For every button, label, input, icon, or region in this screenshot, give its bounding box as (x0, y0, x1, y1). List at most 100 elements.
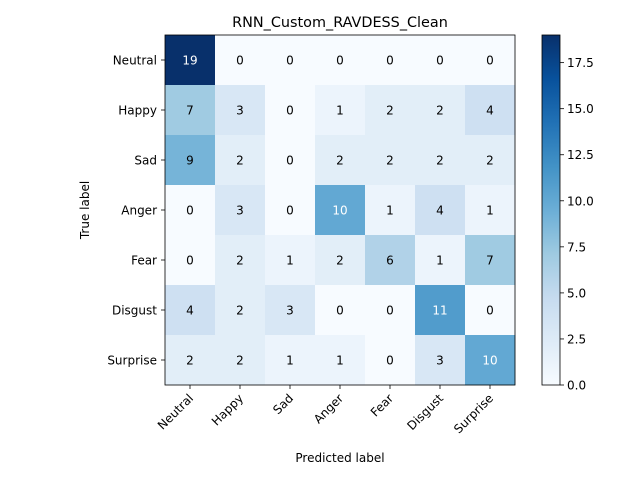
x-tick-label: Neutral (155, 391, 196, 432)
matrix-cell (465, 135, 516, 186)
plot-frame (164, 34, 516, 386)
cell-value-label: 0 (386, 304, 394, 318)
x-tick-label: Disgust (404, 391, 446, 433)
cell-value-label: 2 (386, 104, 394, 118)
matrix-cell (415, 235, 466, 286)
cell-value-labels: 19 0 0 0 0 0 07 3 0 1 2 2 49 2 0 2 2 2 20 3 0 10 1 4 10 2 1 2 6 1 74 2 3… (182, 54, 497, 368)
cell-value-label: 0 (286, 204, 294, 218)
cell-value-label: 11 (432, 304, 447, 318)
matrix-cell (315, 35, 366, 86)
cell-value-label: 0 (486, 304, 494, 318)
matrix-cell (215, 335, 266, 386)
colorbar-tick-label: 7.5 (567, 240, 586, 254)
cell-value-label: 2 (186, 354, 194, 368)
matrix-cell (315, 285, 366, 336)
cell-value-label: 0 (236, 54, 244, 68)
matrix-cell (365, 135, 416, 186)
cell-value-label: 1 (286, 354, 294, 368)
y-tick-label: Anger (121, 204, 157, 218)
x-tick-label: Surprise (451, 391, 496, 436)
colorbar (541, 34, 561, 386)
cell-value-label: 2 (336, 154, 344, 168)
matrix-cell (165, 185, 216, 236)
matrix-cell (215, 285, 266, 336)
matrix-cell (165, 285, 216, 336)
cell-value-label: 0 (336, 54, 344, 68)
cell-value-label: 2 (236, 354, 244, 368)
matrix-cell (415, 35, 466, 86)
matrix-cell (265, 135, 316, 186)
cell-value-label: 2 (436, 154, 444, 168)
matrix-cell (215, 235, 266, 286)
matrix-cell (465, 285, 516, 336)
matrix-cell (465, 185, 516, 236)
cell-value-label: 0 (186, 204, 194, 218)
matrix-cell (315, 185, 366, 236)
y-tick-label: Happy (118, 104, 157, 118)
matrix-cell (265, 285, 316, 336)
cell-value-label: 4 (486, 104, 494, 118)
cell-value-label: 2 (336, 254, 344, 268)
cell-value-label: 1 (336, 104, 344, 118)
matrix-cell (365, 285, 416, 336)
colorbar-ticks: 0.0 2.5 5.0 7.5 10.0 12.5 15.0 17.5 (560, 56, 594, 393)
cell-value-label: 0 (386, 54, 394, 68)
cell-value-label: 0 (386, 354, 394, 368)
colorbar-tick-label: 5.0 (567, 286, 586, 300)
matrix-cell (365, 35, 416, 86)
matrix-cell (165, 235, 216, 286)
cell-value-label: 3 (236, 204, 244, 218)
cell-value-label: 2 (436, 104, 444, 118)
x-tick-label: Anger (311, 391, 346, 426)
cell-value-label: 7 (486, 254, 494, 268)
cell-value-label: 2 (486, 154, 494, 168)
matrix-cell (415, 185, 466, 236)
colorbar-tick-label: 15.0 (567, 102, 594, 116)
matrix-cell (465, 235, 516, 286)
matrix-cell (265, 335, 316, 386)
matrix-cell (315, 335, 366, 386)
cell-value-label: 3 (286, 304, 294, 318)
matrix-cell (465, 35, 516, 86)
y-axis-label: True label (78, 181, 92, 240)
cell-value-label: 0 (436, 54, 444, 68)
colorbar-tick-label: 12.5 (567, 148, 594, 162)
matrix-cells (165, 35, 516, 386)
matrix-cell (315, 85, 366, 136)
cell-value-label: 10 (332, 204, 347, 218)
matrix-cell (265, 35, 316, 86)
cell-value-label: 3 (236, 104, 244, 118)
x-tick-label: Fear (368, 391, 396, 419)
cell-value-label: 1 (436, 254, 444, 268)
cell-value-label: 1 (286, 254, 294, 268)
colorbar-tick-label: 17.5 (567, 56, 594, 70)
x-axis-ticks: Neutral Happy Sad Anger Fear Disgust Surprise (155, 385, 496, 436)
x-tick-label: Happy (209, 391, 246, 428)
matrix-cell (465, 85, 516, 136)
matrix-cell (315, 135, 366, 186)
matrix-cell (415, 285, 466, 336)
y-axis-ticks: Neutral Happy Sad Anger Fear Disgust Surprise (107, 54, 165, 368)
cell-value-label: 0 (186, 254, 194, 268)
cell-value-label: 1 (386, 204, 394, 218)
cell-value-label: 2 (386, 154, 394, 168)
cell-value-label: 2 (236, 154, 244, 168)
matrix-cell (415, 135, 466, 186)
matrix-cell (165, 335, 216, 386)
matrix-cell (215, 135, 266, 186)
cell-value-label: 0 (336, 304, 344, 318)
y-tick-label: Neutral (113, 54, 157, 68)
y-tick-label: Surprise (107, 354, 157, 368)
matrix-cell (215, 185, 266, 236)
cell-value-label: 0 (486, 54, 494, 68)
matrix-cell (215, 85, 266, 136)
matrix-cell (415, 85, 466, 136)
cell-value-label: 2 (236, 254, 244, 268)
cell-value-label: 4 (436, 204, 444, 218)
x-tick-label: Sad (270, 391, 296, 417)
cell-value-label: 7 (186, 104, 194, 118)
matrix-cell (365, 185, 416, 236)
cell-value-label: 1 (486, 204, 494, 218)
cell-value-label: 0 (286, 104, 294, 118)
